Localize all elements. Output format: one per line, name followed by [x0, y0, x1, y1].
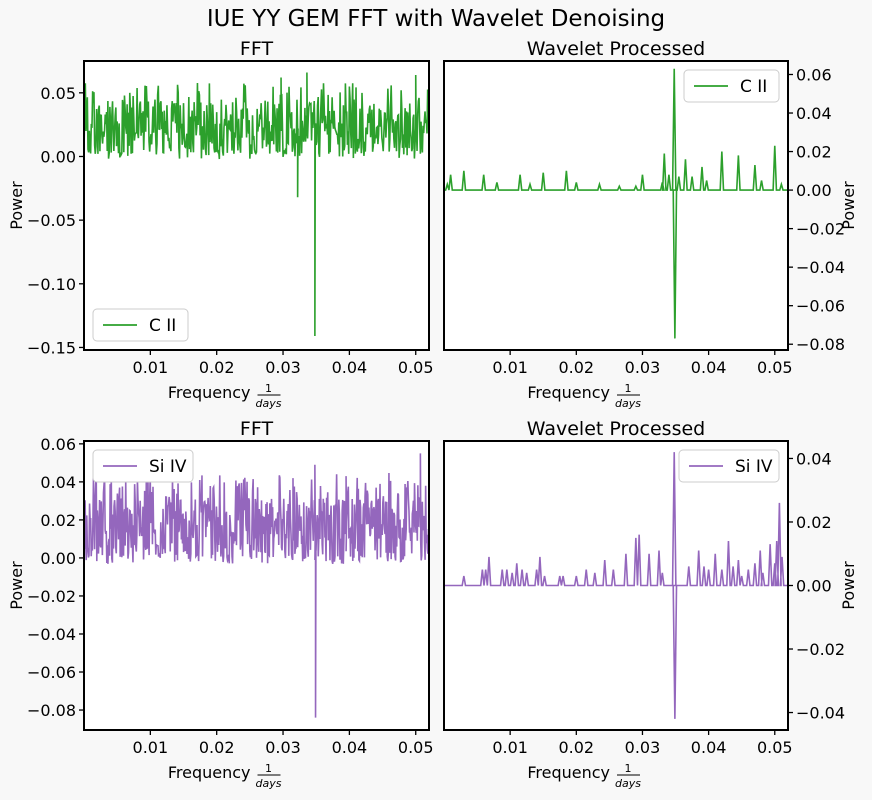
x-tick-label: 0.03 — [265, 738, 301, 757]
x-tick-label: 0.01 — [133, 738, 169, 757]
x-tick-label: 0.04 — [332, 358, 368, 377]
series-line-si-iv — [84, 453, 429, 718]
x-tick-label: 0.05 — [398, 738, 434, 757]
y-tick-label: −0.02 — [796, 220, 845, 239]
x-tick-label: 0.01 — [492, 358, 528, 377]
subplot-4: Wavelet Processed 0.01 0.02 0.03 0.04 0.05 0.0… — [443, 418, 858, 790]
plot-area — [444, 61, 788, 350]
x-axis-label: Frequency — [168, 383, 251, 402]
y-tick-label: −0.10 — [27, 275, 76, 294]
y-tick-label: −0.05 — [27, 211, 76, 230]
legend-label: C II — [740, 77, 767, 97]
x-tick-label: 0.03 — [265, 358, 301, 377]
x-axis-label-fraction-denominator: days — [256, 397, 282, 410]
y-tick-label: −0.15 — [27, 338, 76, 357]
y-tick-label: −0.08 — [796, 335, 845, 354]
y-tick-label: 0.06 — [796, 65, 832, 84]
y-tick-label: 0.04 — [796, 449, 832, 468]
y-tick-label: −0.02 — [796, 640, 845, 659]
x-tick-label: 0.03 — [625, 358, 661, 377]
y-tick-label: −0.08 — [27, 701, 76, 720]
y-tick-label: 0.02 — [796, 143, 832, 162]
y-tick-label: 0.02 — [796, 513, 832, 532]
subplot-3: FFT 0.01 0.02 0.03 0.04 0.05 0.06 0.04 0.02 0.00 −… — [7, 418, 434, 790]
legend-frame — [92, 308, 189, 342]
x-axis-label-fraction-denominator: days — [615, 777, 641, 790]
x-axis-label-fraction-denominator: days — [256, 777, 282, 790]
y-tick-label: 0.00 — [40, 549, 76, 568]
x-tick-label: 0.03 — [625, 738, 661, 757]
x-tick-label: 0.04 — [332, 738, 368, 757]
series-line-c-ii — [444, 68, 788, 339]
y-tick-label: 0.00 — [796, 577, 832, 596]
x-axis-label-fraction-numerator: 1 — [625, 382, 632, 395]
x-axis-label-fraction-denominator: days — [615, 397, 641, 410]
legend: C II — [92, 308, 189, 342]
y-tick-label: 0.02 — [40, 511, 76, 530]
y-tick-label: 0.05 — [40, 84, 76, 103]
subplot-1: FFT 0.01 0.02 0.03 0.04 0.05 0.05 0.00 −0.05 −0.1… — [7, 38, 434, 410]
subplot-title: FFT — [240, 418, 274, 440]
y-tick-label: 0.06 — [40, 435, 76, 454]
x-tick-label: 0.02 — [558, 738, 594, 757]
figure-title: IUE YY GEM FFT with Wavelet Denoising — [207, 6, 665, 32]
x-axis-label: Frequency — [527, 383, 610, 402]
y-tick-label: 0.00 — [40, 147, 76, 166]
y-axis-label: Power — [7, 181, 26, 230]
x-tick-label: 0.01 — [492, 738, 528, 757]
legend: C II — [683, 69, 780, 103]
legend: Si IV — [678, 449, 780, 483]
legend-frame — [678, 449, 780, 483]
x-axis-label: Frequency — [527, 763, 610, 782]
legend-frame — [683, 69, 780, 103]
y-tick-label: 0.00 — [796, 181, 832, 200]
subplot-title: FFT — [240, 38, 274, 60]
y-tick-label: 0.04 — [40, 473, 76, 492]
series-line-c-ii — [84, 72, 429, 337]
legend-label: Si IV — [149, 457, 187, 477]
legend-label: C II — [149, 316, 176, 336]
x-tick-label: 0.05 — [757, 738, 793, 757]
x-tick-label: 0.02 — [199, 358, 235, 377]
axes-frame — [443, 60, 789, 351]
y-tick-label: −0.06 — [27, 663, 76, 682]
legend-frame — [92, 449, 194, 483]
axes-frame — [83, 440, 430, 731]
axes-frame — [83, 60, 430, 351]
x-tick-label: 0.02 — [199, 738, 235, 757]
y-tick-label: −0.04 — [27, 625, 76, 644]
plot-area — [84, 441, 429, 730]
subplot-2: Wavelet Processed 0.01 0.02 0.03 0.04 0.05 0.0… — [443, 38, 858, 410]
series-line-si-iv — [444, 452, 788, 719]
y-axis-label: Power — [839, 181, 858, 230]
plot-area — [84, 61, 429, 350]
y-axis-label: Power — [839, 561, 858, 610]
legend-label: Si IV — [735, 457, 773, 477]
y-tick-label: −0.02 — [27, 587, 76, 606]
x-axis-label-fraction-numerator: 1 — [265, 762, 272, 775]
y-tick-label: −0.04 — [796, 704, 845, 723]
x-tick-label: 0.01 — [133, 358, 169, 377]
subplot-title: Wavelet Processed — [527, 418, 705, 440]
x-tick-label: 0.04 — [691, 738, 727, 757]
x-axis-label: Frequency — [168, 763, 251, 782]
y-tick-label: 0.04 — [796, 104, 832, 123]
legend: Si IV — [92, 449, 194, 483]
subplot-title: Wavelet Processed — [527, 38, 705, 60]
x-tick-label: 0.05 — [757, 358, 793, 377]
x-axis-label-fraction-numerator: 1 — [625, 762, 632, 775]
x-axis-label-fraction-numerator: 1 — [265, 382, 272, 395]
x-tick-label: 0.04 — [691, 358, 727, 377]
y-axis-label: Power — [7, 561, 26, 610]
x-tick-label: 0.05 — [398, 358, 434, 377]
y-tick-label: −0.06 — [796, 297, 845, 316]
y-tick-label: −0.04 — [796, 258, 845, 277]
x-tick-label: 0.02 — [558, 358, 594, 377]
